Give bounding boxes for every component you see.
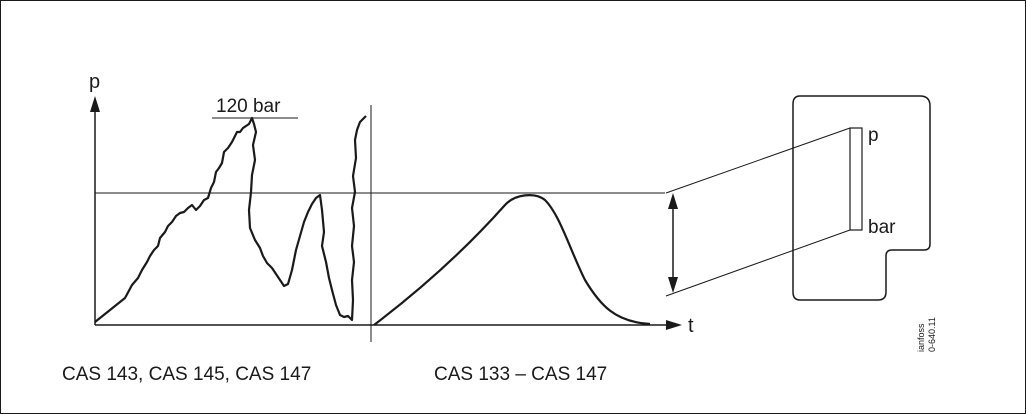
range-arrow-top bbox=[668, 193, 678, 209]
gauge-top-label: p bbox=[868, 125, 879, 146]
gauge-slot bbox=[849, 127, 863, 231]
projection-line-bottom bbox=[665, 229, 851, 297]
caption-left: CAS 143, CAS 145, CAS 147 bbox=[62, 364, 312, 385]
y-axis-label: p bbox=[89, 71, 100, 93]
vertical-note-line1: ianfoss bbox=[916, 323, 926, 352]
y-axis-arrow bbox=[90, 96, 100, 112]
vertical-note: ianfoss 0-640.11 bbox=[916, 317, 937, 352]
peak-label: 120 bar bbox=[216, 96, 281, 117]
gauge-bottom-label: bar bbox=[868, 217, 896, 238]
device-outline bbox=[792, 95, 931, 301]
range-arrow-bottom bbox=[668, 277, 678, 293]
vertical-note-line2: 0-640.11 bbox=[927, 317, 937, 352]
x-axis-label: t bbox=[688, 315, 694, 337]
smooth-pressure-curve bbox=[373, 194, 651, 326]
x-axis-arrow bbox=[666, 320, 682, 330]
projection-line-top bbox=[665, 127, 851, 194]
pulsating-pressure-curve bbox=[94, 115, 367, 323]
caption-right: CAS 133 – CAS 147 bbox=[434, 364, 608, 385]
